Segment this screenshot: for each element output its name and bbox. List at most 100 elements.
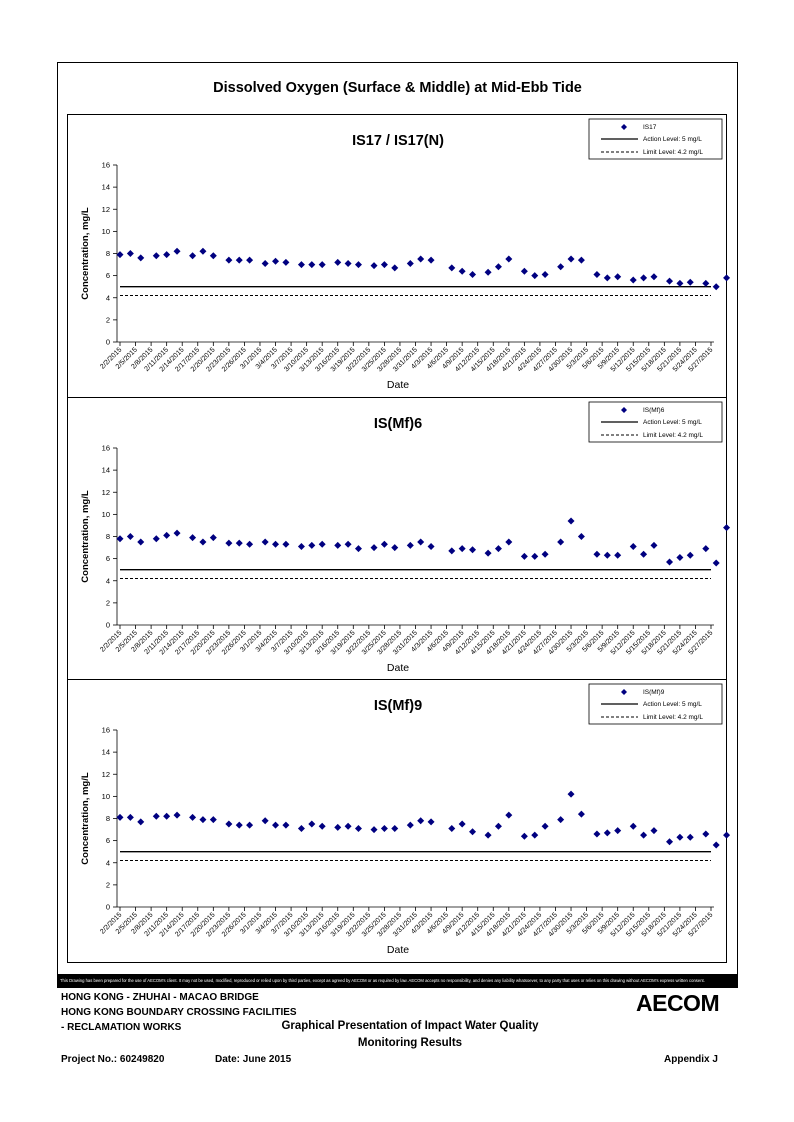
data-point: [723, 524, 731, 532]
data-point: [370, 262, 378, 270]
data-point: [686, 833, 694, 841]
data-point: [318, 822, 326, 830]
y-tick-label: 8: [106, 814, 110, 823]
data-point: [318, 261, 326, 269]
data-point: [567, 255, 575, 263]
data-point: [494, 545, 502, 553]
y-tick-label: 4: [106, 858, 110, 867]
data-point: [406, 541, 414, 549]
data-point: [137, 254, 145, 262]
legend-limit-label: Limit Level: 4.2 mg/L: [643, 149, 703, 156]
legend-limit-label: Limit Level: 4.2 mg/L: [643, 432, 703, 439]
data-point: [261, 538, 269, 546]
y-axis-label: Concentration, mg/L: [80, 207, 91, 300]
data-point: [666, 558, 674, 566]
legend: IS(Mf)6 Action Level: 5 mg/L Limit Level: …: [588, 401, 723, 443]
y-tick-label: 12: [102, 205, 110, 214]
y-tick-label: 14: [102, 748, 110, 757]
data-point: [531, 831, 539, 839]
data-point: [458, 545, 466, 553]
data-point: [593, 830, 601, 838]
y-tick-label: 0: [106, 338, 110, 347]
y-tick-label: 8: [106, 249, 110, 258]
y-tick-label: 2: [106, 880, 110, 889]
data-point: [308, 541, 316, 549]
data-point: [173, 247, 181, 255]
data-point: [318, 540, 326, 548]
data-point: [484, 549, 492, 557]
data-point: [189, 534, 197, 542]
data-point: [702, 279, 710, 287]
data-point: [676, 554, 684, 562]
data-point: [494, 822, 502, 830]
data-point: [406, 821, 414, 829]
data-point: [282, 258, 290, 266]
data-point: [541, 550, 549, 558]
aecom-logo: AECOM: [636, 990, 720, 1016]
data-point: [629, 542, 637, 550]
legend-series-label: IS(Mf)9: [643, 689, 665, 696]
y-tick-label: 12: [102, 488, 110, 497]
y-tick-label: 4: [106, 293, 110, 302]
chart-title: IS17 / IS17(N): [352, 133, 444, 149]
data-point: [235, 256, 243, 264]
data-point: [391, 824, 399, 832]
y-tick-label: 10: [102, 510, 110, 519]
footer-line-1: HONG KONG - ZHUHAI - MACAO BRIDGE: [61, 992, 259, 1003]
y-tick-label: 8: [106, 532, 110, 541]
data-point: [225, 256, 233, 264]
data-point: [427, 256, 435, 264]
chart-panel-is17: IS17 / IS17(N) IS17 Action Level: 5 mg/L Li…: [67, 114, 731, 398]
data-point: [676, 833, 684, 841]
data-point: [712, 283, 720, 291]
data-point: [614, 551, 622, 559]
data-point: [603, 274, 611, 282]
data-point: [173, 811, 181, 819]
data-point: [603, 829, 611, 837]
data-point: [334, 823, 342, 831]
data-point: [354, 545, 362, 553]
data-point: [272, 257, 280, 265]
y-tick-label: 14: [102, 183, 110, 192]
data-point: [458, 820, 466, 828]
data-point: [209, 816, 217, 824]
data-point: [246, 256, 254, 264]
data-point: [448, 824, 456, 832]
data-point: [593, 550, 601, 558]
data-point: [163, 251, 171, 259]
y-tick-label: 12: [102, 770, 110, 779]
project-number: Project No.: 60249820: [61, 1054, 165, 1065]
data-point: [505, 538, 513, 546]
data-point: [334, 541, 342, 549]
data-point: [137, 818, 145, 826]
chart-is17: IS17 / IS17(N) IS17 Action Level: 5 mg/L Li…: [80, 118, 731, 391]
data-point: [344, 540, 352, 548]
data-point: [557, 263, 565, 271]
data-point: [666, 277, 674, 285]
y-tick-label: 16: [102, 444, 110, 453]
data-point: [603, 551, 611, 559]
y-tick-label: 2: [106, 315, 110, 324]
legend-series-label: IS17: [643, 124, 657, 131]
data-point: [246, 821, 254, 829]
data-point: [650, 541, 658, 549]
data-point: [531, 272, 539, 280]
data-point: [199, 247, 207, 255]
data-point: [246, 540, 254, 548]
data-point: [567, 517, 575, 525]
data-point: [650, 273, 658, 281]
data-point: [458, 267, 466, 275]
data-point: [520, 267, 528, 275]
data-point: [308, 261, 316, 269]
data-point: [629, 276, 637, 284]
data-point: [723, 831, 731, 839]
data-point: [209, 534, 217, 542]
data-point: [676, 279, 684, 287]
footer-line-2: HONG KONG BOUNDARY CROSSING FACILITIES: [61, 1007, 297, 1018]
data-point: [448, 264, 456, 272]
y-tick-label: 6: [106, 271, 110, 280]
data-point: [494, 263, 502, 271]
data-point: [261, 817, 269, 825]
data-point: [189, 813, 197, 821]
data-point: [640, 274, 648, 282]
